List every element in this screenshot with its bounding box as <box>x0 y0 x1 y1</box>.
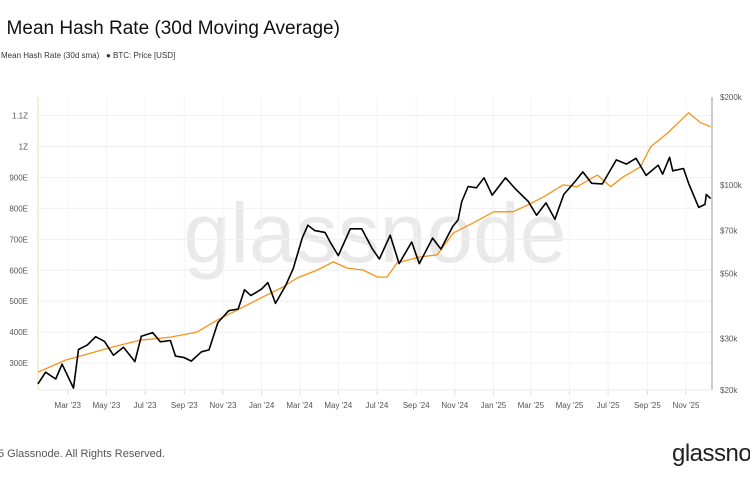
y-left-tick-label: 900E <box>9 173 28 182</box>
y-left-tick-label: 600E <box>9 266 28 275</box>
y-left-tick-label: 400E <box>9 328 28 337</box>
watermark: glassnode <box>184 186 567 280</box>
y-left-tick-label: 700E <box>9 235 28 244</box>
x-tick-label: Jul '24 <box>365 401 388 410</box>
glassnode-logo: glassnode <box>672 440 750 467</box>
x-tick-label: Mar '24 <box>286 401 313 410</box>
y-left-tick-label: 300E <box>9 359 28 368</box>
x-tick-label: Mar '25 <box>518 401 545 410</box>
x-tick-label: Jan '24 <box>249 401 275 410</box>
y-right-tick-label: $20k <box>720 386 738 395</box>
x-tick-label: Jul '25 <box>597 401 620 410</box>
x-tick-label: Sep '23 <box>171 401 198 410</box>
y-right-tick-label: $50k <box>720 269 738 278</box>
y-left-tick-label: 1.1Z <box>12 112 28 121</box>
y-right-tick-label: $200k <box>720 93 743 102</box>
x-tick-label: May '25 <box>556 401 584 410</box>
y-left-tick-label: 500E <box>9 297 28 306</box>
x-tick-label: Sep '25 <box>634 401 661 410</box>
legend-hash-rate[interactable]: Mean Hash Rate (30d sma) <box>1 51 100 60</box>
y-left-tick-label: 800E <box>9 204 28 213</box>
x-tick-label: Nov '24 <box>441 401 468 410</box>
y-right-tick-label: $70k <box>720 227 738 236</box>
chart-title: : Mean Hash Rate (30d Moving Average) <box>0 18 340 39</box>
legend-btc-price[interactable]: ● BTC: Price [USD] <box>106 51 176 60</box>
x-tick-label: Mar '23 <box>55 401 82 410</box>
x-tick-label: Nov '25 <box>673 401 700 410</box>
x-tick-label: Jul '23 <box>134 401 157 410</box>
x-tick-label: Sep '24 <box>403 401 430 410</box>
x-tick-label: May '23 <box>93 401 121 410</box>
copyright-text: 5 Glassnode. All Rights Reserved. <box>0 448 165 460</box>
y-right-tick-label: $100k <box>720 181 743 190</box>
x-tick-label: Nov '23 <box>210 401 237 410</box>
y-left-tick-label: 1Z <box>19 143 28 152</box>
hash-rate-line <box>37 112 711 373</box>
y-right-tick-label: $30k <box>720 334 738 343</box>
btc-price-line <box>37 156 712 389</box>
x-tick-label: May '24 <box>324 401 352 410</box>
x-tick-label: Jan '25 <box>481 401 507 410</box>
